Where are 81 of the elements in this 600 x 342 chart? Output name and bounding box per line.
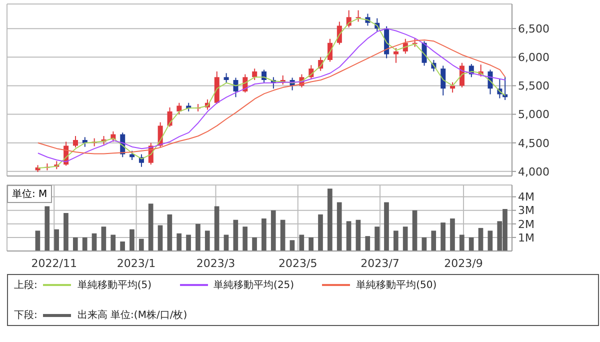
legend-label: 単純移動平均(50) [355, 279, 437, 292]
y-tick-label: 4M [518, 190, 534, 204]
candlestick [176, 102, 182, 115]
bar [412, 210, 418, 251]
y-tick-label: 4,500 [518, 136, 550, 150]
candlestick [336, 21, 342, 46]
bar [130, 229, 134, 251]
bar [374, 226, 380, 251]
bar [224, 234, 229, 251]
legend-title: 下段: [14, 309, 38, 322]
bar [176, 233, 182, 251]
candlestick [224, 72, 229, 84]
bar [318, 214, 323, 251]
bar [450, 218, 455, 251]
bar [72, 237, 78, 251]
bar [393, 230, 398, 251]
bar [120, 242, 125, 251]
bar [384, 202, 389, 251]
bar [356, 220, 361, 251]
bar [440, 222, 446, 251]
bar [138, 238, 144, 251]
bar [252, 237, 257, 251]
bar [290, 240, 295, 251]
candlestick [233, 77, 238, 98]
y-tick-label: 3M [518, 204, 534, 218]
bar [35, 230, 40, 251]
bar [336, 202, 342, 251]
bar [488, 230, 493, 251]
bar [299, 234, 304, 251]
x-tick-label: 2023/7 [360, 256, 400, 270]
bar [233, 220, 238, 251]
x-tick-label: 2023/1 [116, 256, 156, 270]
bar [196, 224, 200, 251]
legend-title: 上段: [14, 278, 38, 292]
candlestick [82, 136, 88, 148]
bar [82, 237, 88, 251]
y-axis-title: 単位: M [7, 185, 52, 203]
bar [242, 226, 248, 251]
bar [346, 221, 352, 251]
legend-label: 単純移動平均(25) [212, 279, 294, 292]
bar [148, 204, 154, 251]
bar [44, 206, 50, 251]
legend-label: 単純移動平均(5) [76, 279, 152, 292]
y-tick-label: 6,500 [518, 22, 550, 36]
bar [54, 229, 59, 251]
bar [308, 237, 314, 251]
bar [110, 234, 116, 251]
bar [468, 237, 474, 251]
bar [167, 214, 172, 251]
bar [158, 225, 163, 251]
candlestick [252, 68, 258, 80]
candlestick [356, 10, 361, 22]
x-tick-label: 2023/9 [444, 256, 483, 270]
bar [186, 234, 191, 251]
bar [101, 226, 106, 251]
candlestick [393, 48, 398, 64]
bar [214, 206, 220, 251]
bar [431, 230, 436, 251]
bar [64, 213, 68, 251]
bar [204, 230, 210, 251]
x-tick-label: 2023/3 [196, 256, 236, 270]
y-tick-label: 5,000 [518, 108, 550, 122]
candlestick [440, 65, 446, 96]
bar [328, 188, 332, 251]
bar [459, 234, 464, 251]
bar [478, 228, 484, 251]
bar [270, 210, 276, 251]
x-tick-label: 2023/5 [278, 256, 318, 270]
bar [365, 236, 370, 251]
bar [280, 220, 286, 251]
y-tick-label: 5,500 [518, 80, 550, 93]
bar [262, 218, 266, 251]
y-tick-label: 4,000 [518, 165, 550, 178]
candlestick [72, 136, 78, 148]
y-tick-label: 2M [518, 218, 534, 231]
candlestick [450, 82, 456, 94]
bar [402, 226, 408, 251]
legend-label: 出来高 単位:(M株/口/枚) [76, 308, 188, 322]
y-tick-label: 1M [518, 231, 534, 244]
y-tick-label: 6,000 [518, 51, 550, 64]
x-tick-label: 2022/11 [31, 256, 77, 270]
